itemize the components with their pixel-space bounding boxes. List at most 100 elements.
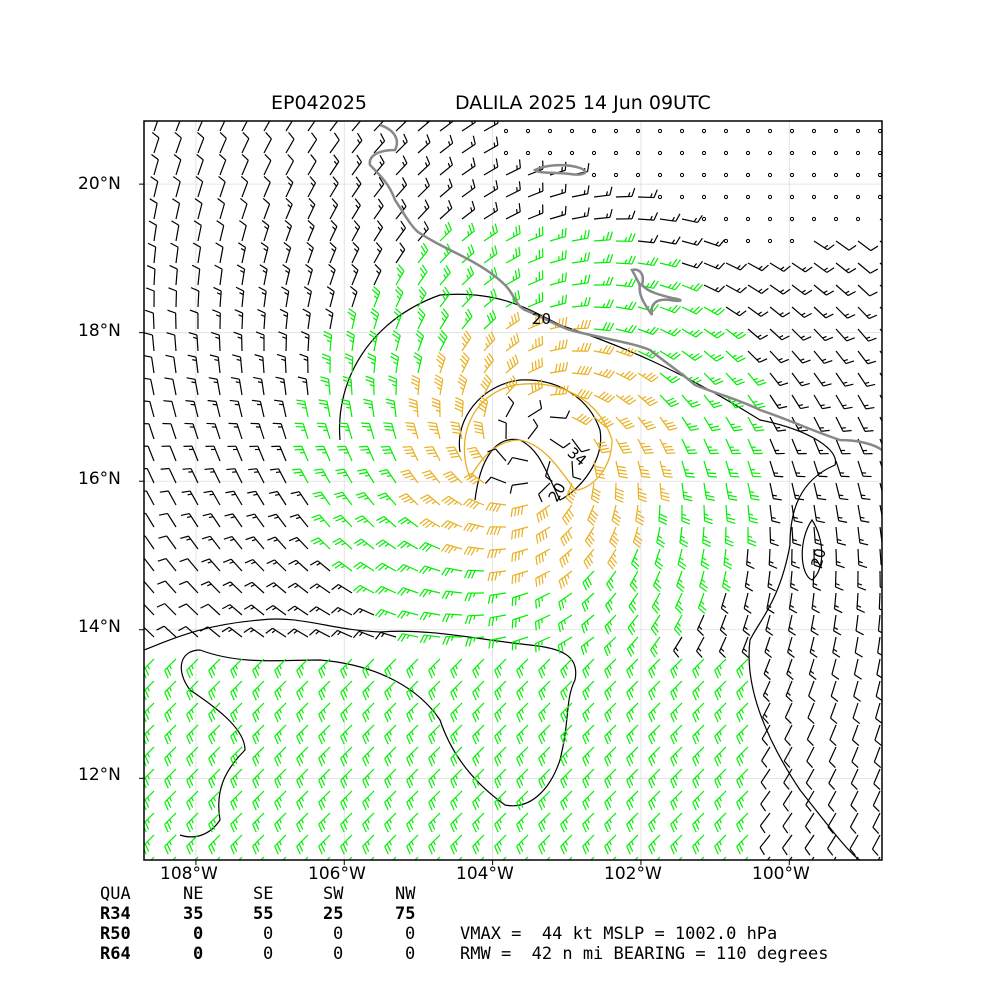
wind-barb: [201, 535, 221, 550]
wind-barb: [835, 526, 847, 546]
wind-barb: [406, 702, 419, 723]
wind-barb: [236, 264, 246, 286]
wind-barb: [560, 702, 573, 723]
wind-barb: [879, 240, 882, 252]
wind-barb: [615, 301, 637, 311]
wind-barb: [812, 570, 822, 591]
wind-barb: [719, 614, 728, 637]
wind-barb: [670, 834, 683, 855]
wind-barb: [637, 460, 651, 479]
wind-barb: [725, 482, 738, 501]
wind-barb: [203, 490, 221, 506]
wind-barb: [210, 331, 221, 352]
wind-barb: [174, 131, 182, 154]
wind-barb: [827, 834, 837, 856]
wind-barb: [604, 680, 617, 701]
wind-barb: [417, 134, 431, 154]
wind-barb: [604, 768, 617, 789]
calm-wind-marker: [701, 172, 707, 178]
wind-barb: [652, 570, 662, 593]
wind-barb: [192, 242, 202, 264]
wind-barb: [813, 482, 827, 501]
wind-barb: [549, 385, 569, 396]
table-header-nw: NW: [395, 884, 416, 904]
wind-barb: [604, 614, 617, 635]
wind-barb: [538, 812, 551, 833]
wind-barb: [250, 422, 265, 440]
wind-barb: [571, 342, 592, 352]
wind-barb: [648, 768, 661, 789]
wind-barb: [637, 372, 659, 383]
wind-barb: [144, 490, 155, 506]
wind-barb: [560, 856, 573, 860]
calm-wind-marker: [723, 238, 729, 244]
wind-barb: [761, 746, 771, 768]
wind-barb: [714, 680, 727, 701]
wind-barb: [703, 460, 718, 478]
wind-barb: [527, 270, 544, 286]
wind-barb: [813, 262, 835, 273]
wind-barb: [560, 746, 573, 767]
wind-barb: [615, 324, 637, 334]
wind-barb: [516, 702, 529, 723]
wind-barb: [659, 438, 676, 455]
wind-barb: [461, 179, 476, 198]
wind-barb: [626, 680, 639, 701]
wind-barb: [194, 198, 203, 220]
wind-barb: [461, 157, 476, 176]
wind-barb: [791, 504, 803, 524]
wind-barb: [393, 307, 403, 330]
wind-barb: [418, 565, 441, 575]
wind-barb: [252, 658, 265, 679]
wind-barb: [351, 154, 362, 176]
wind-barb: [262, 197, 271, 220]
wind-barb: [441, 543, 463, 554]
wind-barb: [208, 790, 221, 811]
wind-barb: [587, 504, 599, 527]
wind-barb: [769, 394, 788, 409]
wind-barb: [806, 724, 815, 747]
calm-wind-marker: [855, 150, 861, 156]
wind-barb: [681, 416, 700, 432]
wind-barb: [648, 746, 661, 767]
map-gridlines: [139, 121, 882, 865]
wind-barb: [375, 562, 397, 572]
wind-barb: [692, 812, 705, 833]
wind-barb: [375, 539, 397, 550]
wind-barb: [384, 812, 397, 833]
wind-barb: [296, 680, 309, 701]
wind-barb: [630, 548, 640, 571]
wind-barb: [637, 326, 660, 336]
wind-barb: [849, 834, 859, 856]
wind-barb: [168, 287, 178, 308]
calm-wind-marker: [745, 128, 751, 134]
wind-barb: [208, 768, 221, 789]
wind-barb: [180, 512, 199, 528]
wind-barb: [835, 284, 856, 297]
wind-barb: [162, 422, 177, 440]
wind-barb: [692, 724, 705, 745]
wind-barb: [593, 186, 613, 198]
wind-barb: [764, 636, 772, 659]
wind-barb: [340, 702, 353, 723]
wind-barb: [472, 658, 485, 679]
wind-barb: [659, 482, 670, 502]
wind-barb: [494, 834, 507, 855]
table-cell-r34-ne: 35: [183, 904, 204, 924]
wind-barb: [144, 400, 155, 418]
wind-barb: [538, 790, 551, 811]
wind-barb: [878, 592, 882, 613]
wind-barb: [627, 614, 639, 636]
wind-barb: [584, 526, 595, 548]
wind-barb: [392, 330, 401, 352]
wind-barb: [527, 357, 544, 374]
wind-barb: [252, 768, 265, 789]
wind-barb: [439, 265, 451, 286]
wind-barb: [791, 284, 813, 296]
wind-barb: [582, 724, 595, 745]
wind-barb: [360, 422, 375, 440]
wind-barb: [637, 416, 657, 431]
wind-barb: [326, 286, 335, 308]
wind-barb: [536, 504, 551, 523]
wind-barb: [318, 790, 331, 811]
